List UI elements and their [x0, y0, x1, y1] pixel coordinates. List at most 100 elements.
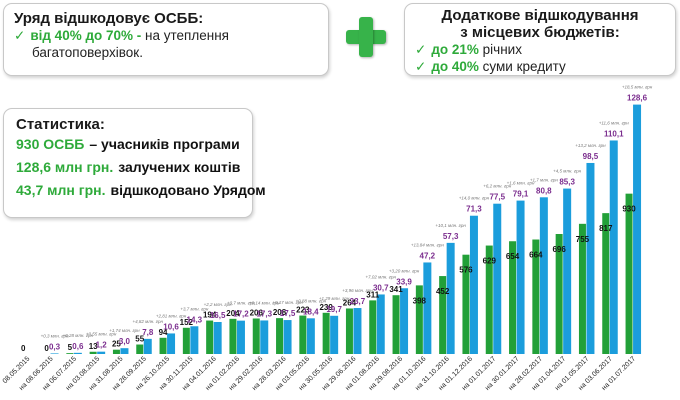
blue-bar-label: 0,6	[72, 342, 84, 351]
green-bar	[555, 234, 563, 354]
stat-reimbursed-value: 43,7 млн грн.	[16, 182, 106, 198]
gov-card-title: Уряд відшкодовує ОСББ:	[14, 10, 204, 27]
green-bar-label: 239	[319, 303, 333, 312]
blue-bar	[539, 197, 548, 354]
blue-bar	[260, 320, 269, 354]
increment-annotation: +1,29 млн. грн	[319, 296, 350, 301]
blue-bar	[143, 338, 152, 354]
stat-raised-funds: 128,6 млн грн. залучених коштів	[16, 156, 240, 179]
stat-participants-label: – учасників програми	[89, 136, 240, 152]
green-bar-label: 817	[599, 224, 613, 233]
blue-bar-label: 128,6	[627, 94, 648, 103]
green-bar-label: 206	[250, 308, 264, 317]
blue-bar-label: 79,1	[513, 190, 529, 199]
increment-annotation: +0,17 млн. грн	[272, 300, 303, 305]
green-bar-label: 0	[21, 344, 26, 353]
green-bar-label: 55	[135, 335, 144, 344]
increment-annotation: +0,7 млн. грн	[227, 301, 255, 306]
increment-annotation: +7,02 млн. грн	[366, 274, 397, 279]
blue-bar	[446, 242, 455, 354]
blue-bar	[376, 294, 385, 354]
blue-bar-label: 71,3	[466, 205, 482, 214]
check-icon: ✓	[14, 28, 26, 43]
green-bar-label: 576	[459, 266, 473, 275]
blue-bar	[516, 200, 525, 354]
increment-annotation: +11,6 млн. грн	[599, 120, 630, 125]
increment-annotation: +6,2 млн. грн	[483, 184, 511, 189]
blue-bar-label: 7,8	[142, 328, 154, 337]
blue-bar	[330, 315, 339, 354]
green-bar	[252, 318, 260, 354]
increment-annotation: +0,14 млн. грн	[249, 300, 280, 305]
increment-annotation: +2,2 млн. грн	[204, 302, 232, 307]
blue-bar	[493, 203, 502, 354]
blue-bar-label: 3,0	[119, 337, 131, 346]
increment-annotation: +1,6 млн. грн	[507, 181, 535, 186]
blue-bar	[423, 262, 432, 354]
blue-bar-label: 17,5	[280, 309, 296, 318]
local-card-item-1: ✓ до 21% річних	[415, 41, 665, 58]
green-bar-label: 13	[89, 342, 98, 351]
increment-annotation: +3,7 млн. грн	[180, 306, 208, 311]
increment-annotation: +2,81 млн. грн	[156, 313, 187, 318]
stat-participants: 930 ОСББ – учасників програми	[16, 133, 240, 156]
green-bar-label: 5	[68, 343, 73, 352]
blue-bar	[633, 104, 642, 355]
green-bar	[369, 300, 377, 354]
increment-annotation: +10,1 млн. грн	[435, 223, 466, 228]
stat-reimbursed-label: відшкодовано Урядом	[110, 182, 266, 198]
stat-raised-funds-label: залучених коштів	[118, 159, 241, 175]
green-bar	[136, 344, 144, 354]
blue-bar-label: 18,4	[303, 307, 319, 316]
green-bar	[578, 223, 586, 354]
green-bar	[299, 315, 307, 354]
blue-bar-label: 1,2	[96, 341, 108, 350]
green-bar	[439, 276, 447, 354]
blue-bar-label: 57,3	[443, 232, 459, 241]
green-bar	[392, 295, 400, 354]
blue-bar-label: 110,1	[604, 129, 624, 138]
green-bar	[602, 213, 610, 354]
green-bar-label: 654	[506, 252, 520, 261]
green-bar-label: 341	[389, 285, 403, 294]
green-bar	[462, 254, 470, 354]
blue-bar-label: 14,3	[187, 315, 203, 324]
green-bar	[345, 308, 353, 354]
increment-annotation: +0,28 млн. грн	[63, 333, 94, 338]
blue-bar-label: 47,2	[420, 251, 436, 260]
gov-card-text-1: на утеплення	[141, 28, 229, 43]
gov-percent-range: від 40% до 70% -	[30, 28, 142, 43]
blue-bar	[609, 140, 618, 354]
stat-reimbursed: 43,7 млн грн. відшкодовано Урядом	[16, 179, 266, 202]
increment-annotation: +0,3 млн. грн	[41, 333, 69, 338]
green-bar	[89, 351, 97, 354]
local-budget-card: Додаткове відшкодування з місцевих бюдже…	[404, 3, 676, 76]
stat-participants-value: 930 ОСББ	[16, 136, 85, 152]
blue-bar-label: 30,7	[373, 283, 389, 292]
local-card-title-1: Додаткове відшкодування	[441, 7, 639, 24]
green-bar-label: 0	[44, 344, 49, 353]
blue-bar	[167, 333, 176, 354]
government-reimbursement-card: Уряд відшкодовує ОСББ: ✓ від 40% до 70% -…	[3, 3, 329, 76]
green-bar-label: 204	[226, 309, 240, 318]
blue-bar	[73, 352, 82, 354]
increment-annotation: +1,74 млн. грн	[109, 328, 140, 333]
increment-annotation: +18,5 млн. грн	[622, 85, 653, 90]
increment-annotation: +4,5 млн. грн	[553, 169, 581, 174]
gov-card-line-1: ✓ від 40% до 70% - на утеплення	[14, 27, 318, 44]
blue-bar	[190, 326, 199, 354]
blue-bar-label: 10,6	[163, 322, 179, 331]
green-bar	[66, 353, 74, 354]
blue-bar-label: 85,3	[559, 178, 575, 187]
green-bar-label: 696	[552, 245, 566, 254]
blue-bar-label: 98,5	[583, 152, 599, 161]
blue-bar	[97, 351, 106, 354]
blue-bar-label: 19,7	[326, 305, 342, 314]
green-bar	[322, 312, 330, 354]
blue-bar	[50, 353, 59, 354]
green-bar	[159, 337, 167, 354]
green-bar	[415, 285, 423, 354]
local-item-2-highlight: до 40%	[431, 59, 479, 74]
local-item-1-highlight: до 21%	[431, 42, 479, 57]
green-bar-label: 208	[273, 308, 287, 317]
